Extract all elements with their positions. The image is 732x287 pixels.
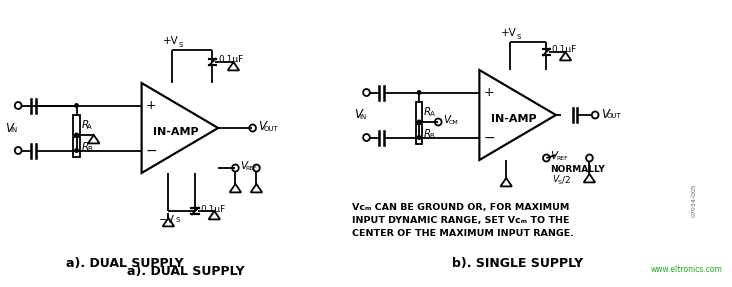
Bar (416, 124, 422, 144)
Text: REF: REF (245, 166, 257, 170)
Text: CM: CM (449, 119, 458, 125)
Text: a). DUAL SUPPLY: a). DUAL SUPPLY (66, 257, 183, 269)
Text: +V: +V (163, 36, 179, 46)
Text: V: V (354, 108, 362, 121)
Text: B: B (87, 146, 92, 152)
Text: R: R (424, 107, 431, 117)
Text: INPUT DYNAMIC RANGE, SET Vᴄₘ TO THE: INPUT DYNAMIC RANGE, SET Vᴄₘ TO THE (352, 216, 569, 225)
Text: V: V (443, 115, 450, 125)
Text: CENTER OF THE MAXIMUM INPUT RANGE.: CENTER OF THE MAXIMUM INPUT RANGE. (352, 229, 574, 238)
Text: −: − (483, 131, 495, 144)
Text: 0.1μF: 0.1μF (218, 55, 244, 65)
Bar (73, 137, 80, 157)
Text: V: V (240, 161, 247, 171)
Text: 07034-005: 07034-005 (692, 183, 697, 217)
Text: IN-AMP: IN-AMP (491, 114, 537, 124)
Text: V: V (550, 151, 557, 161)
Text: −: − (146, 144, 157, 158)
Text: S: S (179, 42, 183, 48)
Text: /2: /2 (561, 175, 570, 185)
Text: +V: +V (501, 28, 517, 38)
Text: A: A (87, 124, 92, 130)
Circle shape (417, 135, 422, 140)
Text: www.eltronics.com: www.eltronics.com (651, 265, 722, 274)
Text: IN: IN (10, 127, 18, 133)
Text: NORMALLY: NORMALLY (550, 166, 605, 174)
Bar (416, 102, 422, 122)
Text: +: + (484, 86, 494, 99)
Text: REF: REF (556, 156, 568, 160)
Text: IN: IN (360, 114, 367, 120)
Text: a). DUAL SUPPLY: a). DUAL SUPPLY (127, 265, 245, 278)
Text: S: S (175, 217, 179, 223)
Text: S: S (517, 34, 521, 40)
Text: 0.1μF: 0.1μF (551, 46, 576, 55)
Bar (73, 115, 80, 135)
Text: V: V (601, 108, 609, 121)
Text: −V: −V (159, 215, 174, 225)
Text: V: V (258, 121, 266, 133)
Text: R: R (81, 142, 89, 152)
Text: OUT: OUT (264, 126, 279, 132)
Text: V: V (552, 175, 559, 185)
Text: R: R (424, 129, 431, 139)
Text: IN-AMP: IN-AMP (153, 127, 199, 137)
Text: 0.1μF: 0.1μF (200, 205, 225, 214)
Text: S: S (558, 179, 561, 185)
Text: +: + (146, 99, 157, 112)
Text: R: R (81, 120, 89, 130)
Text: A: A (430, 111, 434, 117)
Circle shape (417, 90, 422, 95)
Circle shape (74, 133, 79, 137)
Text: OUT: OUT (607, 113, 621, 119)
Text: V: V (5, 121, 12, 135)
Text: b). SINGLE SUPPLY: b). SINGLE SUPPLY (452, 257, 583, 269)
Circle shape (74, 148, 79, 153)
Circle shape (417, 119, 422, 125)
Text: B: B (430, 133, 434, 139)
Text: Vᴄₘ CAN BE GROUND OR, FOR MAXIMUM: Vᴄₘ CAN BE GROUND OR, FOR MAXIMUM (352, 203, 569, 212)
Circle shape (74, 103, 79, 108)
